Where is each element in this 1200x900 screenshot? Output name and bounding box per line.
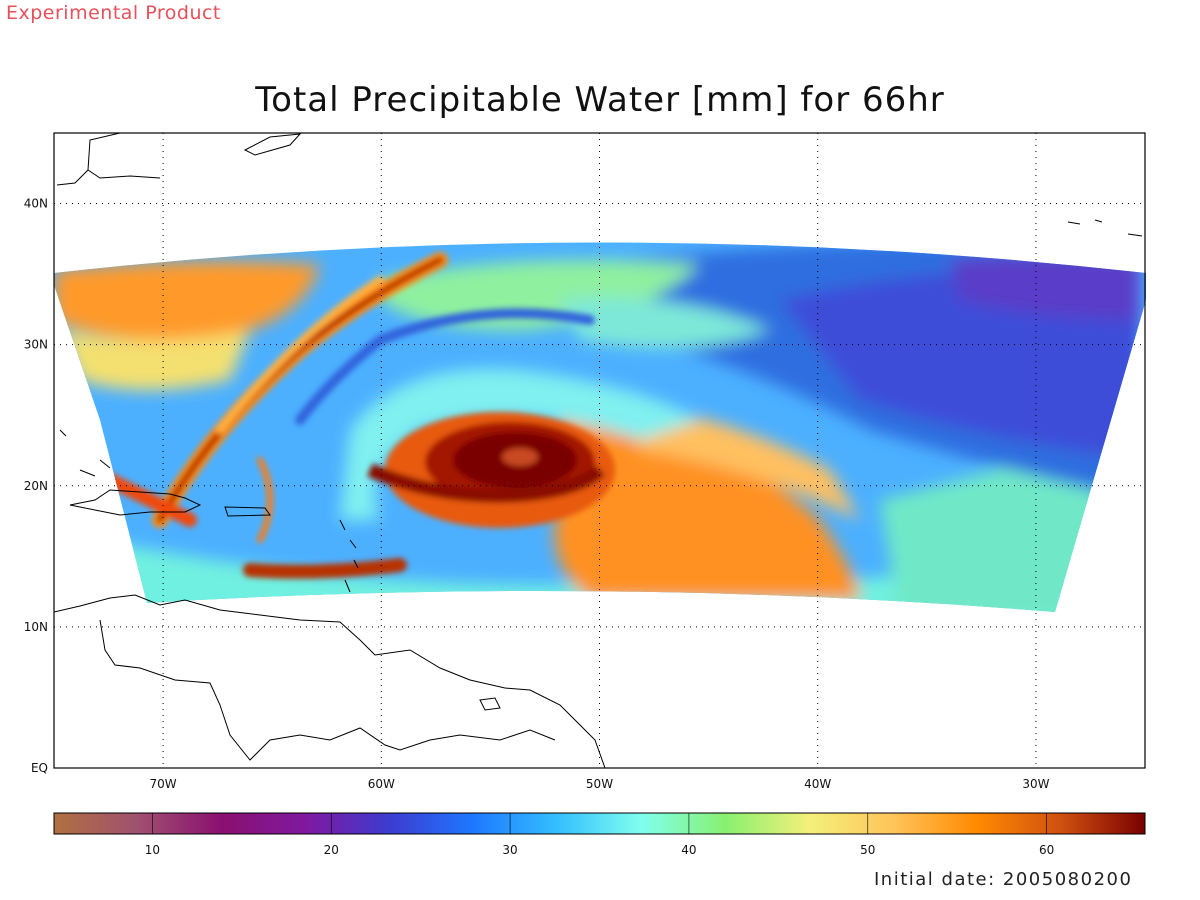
longitude-label: 30W xyxy=(1022,777,1049,791)
plot-frame xyxy=(53,132,1146,769)
colorbar-tick-label: 30 xyxy=(502,843,517,857)
coastlines xyxy=(54,133,1143,768)
latitude-label: 40N xyxy=(24,197,48,211)
colorbar-tick-label: 10 xyxy=(145,843,160,857)
longitude-label: 60W xyxy=(368,777,395,791)
latitude-label: 30N xyxy=(24,338,48,352)
initial-date: Initial date: 2005080200 xyxy=(874,869,1133,890)
longitude-label: 50W xyxy=(586,777,613,791)
latitude-label: 10N xyxy=(24,620,48,634)
latitude-labels: EQ 10N 20N 30N 40N xyxy=(24,197,48,775)
colorbar-tick-label: 60 xyxy=(1039,843,1054,857)
figure-title: Total Precipitable Water [mm] for 66hr xyxy=(255,80,945,120)
longitude-labels: 70W 60W 50W 40W 30W xyxy=(150,777,1050,791)
colorbar: 10 20 30 40 50 60 xyxy=(53,812,1146,857)
colorbar-ticks: 10 20 30 40 50 60 xyxy=(145,813,1054,857)
colorbar-tick-label: 50 xyxy=(860,843,875,857)
latitude-label: 20N xyxy=(24,479,48,493)
latitude-label: EQ xyxy=(31,761,48,775)
colorbar-ramp xyxy=(53,812,1146,835)
colorbar-tick-label: 20 xyxy=(324,843,339,857)
longitude-label: 40W xyxy=(804,777,831,791)
colorbar-tick-label: 40 xyxy=(681,843,696,857)
longitude-label: 70W xyxy=(150,777,177,791)
experimental-product-label: Experimental Product xyxy=(6,2,221,24)
